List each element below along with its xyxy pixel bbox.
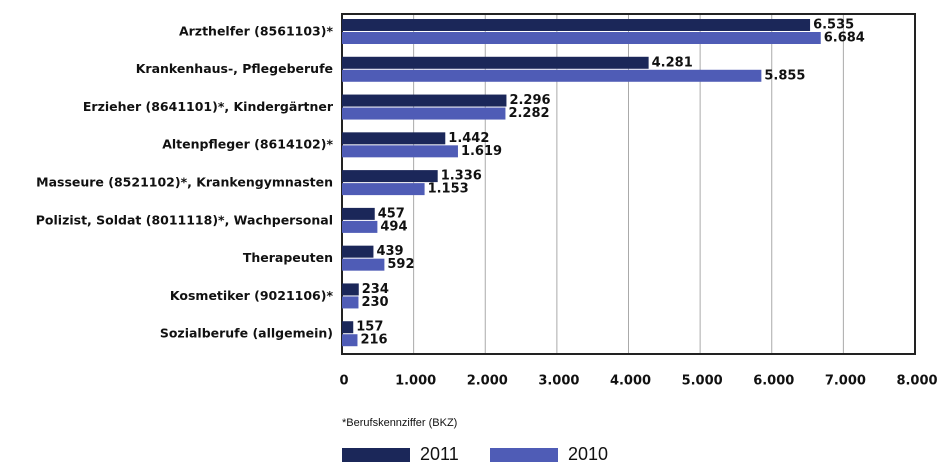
category-label: Therapeuten bbox=[243, 250, 333, 265]
category-label: Arzthelfer (8561103)* bbox=[179, 23, 333, 38]
legend-label: 2011 bbox=[420, 444, 459, 464]
value-label: 4.281 bbox=[652, 55, 693, 70]
value-label: 439 bbox=[376, 244, 403, 259]
x-tick-label: 3.000 bbox=[538, 374, 579, 389]
value-label: 230 bbox=[361, 295, 388, 310]
bar bbox=[342, 183, 425, 196]
value-label: 2.282 bbox=[508, 106, 549, 121]
value-label: 1.153 bbox=[428, 182, 469, 197]
bar bbox=[342, 69, 762, 82]
bar bbox=[342, 107, 506, 120]
legend-swatch bbox=[342, 448, 410, 462]
bar bbox=[342, 56, 649, 69]
value-label: 157 bbox=[356, 320, 383, 335]
value-label: 6.535 bbox=[813, 18, 854, 33]
bar bbox=[342, 321, 354, 334]
x-tick-label: 4.000 bbox=[610, 374, 651, 389]
category-label: Masseure (8521102)*, Krankengymnasten bbox=[36, 175, 333, 190]
x-tick-label: 7.000 bbox=[825, 374, 866, 389]
bar bbox=[342, 170, 438, 183]
value-label: 457 bbox=[378, 206, 405, 221]
value-label: 592 bbox=[387, 257, 414, 272]
legend-swatch bbox=[490, 448, 558, 462]
value-label: 216 bbox=[360, 333, 387, 348]
category-label: Kosmetiker (9021106)* bbox=[170, 288, 334, 303]
bar bbox=[342, 334, 358, 347]
category-label: Polizist, Soldat (8011118)*, Wachpersona… bbox=[36, 212, 333, 227]
bar bbox=[342, 32, 821, 44]
value-label: 1.336 bbox=[441, 169, 482, 184]
value-label: 494 bbox=[380, 219, 407, 234]
category-label: Altenpfleger (8614102)* bbox=[162, 137, 333, 152]
legend-label: 2010 bbox=[568, 444, 608, 464]
bar bbox=[342, 220, 378, 233]
value-label: 5.855 bbox=[764, 68, 805, 83]
category-label: Krankenhaus-, Pflegeberufe bbox=[136, 61, 333, 76]
bar bbox=[342, 145, 458, 158]
bar bbox=[342, 258, 385, 271]
bar bbox=[342, 132, 446, 145]
category-label: Erzieher (8641101)*, Kindergärtner bbox=[83, 99, 334, 114]
x-tick-label: 8.000 bbox=[896, 374, 937, 389]
bar bbox=[342, 94, 507, 107]
category-label: Sozialberufe (allgemein) bbox=[160, 326, 333, 341]
x-tick-label: 0 bbox=[339, 374, 348, 389]
x-tick-label: 5.000 bbox=[682, 374, 723, 389]
bar bbox=[342, 283, 359, 296]
x-tick-label: 6.000 bbox=[753, 374, 794, 389]
bar bbox=[342, 245, 374, 258]
bar bbox=[342, 207, 375, 220]
x-tick-label: 2.000 bbox=[467, 374, 508, 389]
value-label: 1.619 bbox=[461, 144, 502, 159]
value-label: 2.296 bbox=[509, 93, 550, 108]
footnote: *Berufskennziffer (BKZ) bbox=[342, 417, 457, 429]
value-label: 234 bbox=[362, 282, 389, 297]
bar bbox=[342, 19, 811, 31]
x-tick-label: 1.000 bbox=[395, 374, 436, 389]
value-label: 6.684 bbox=[824, 31, 865, 46]
value-label: 1.442 bbox=[448, 131, 489, 146]
bar bbox=[342, 296, 359, 309]
